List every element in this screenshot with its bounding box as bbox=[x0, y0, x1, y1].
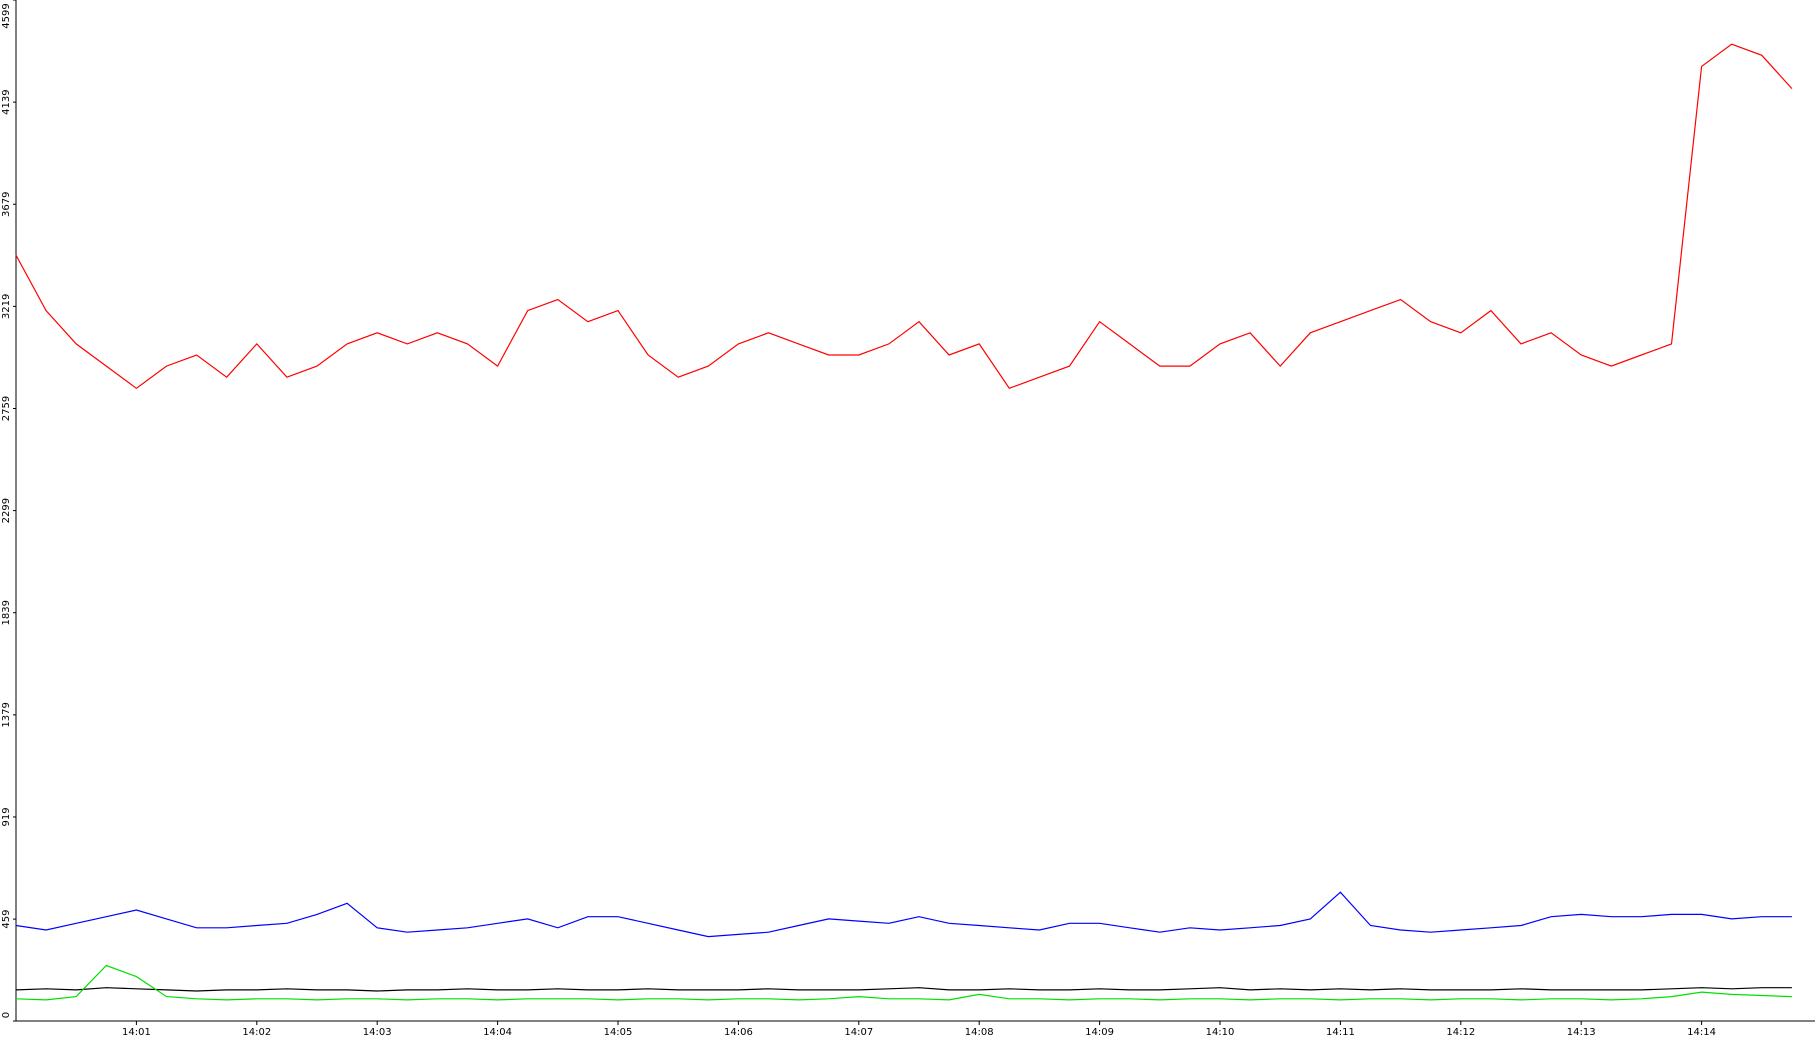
y-tick-label: 3219 bbox=[1, 294, 12, 319]
series-line bbox=[15, 964, 1792, 1001]
x-tick-label: 14:05 bbox=[604, 1027, 633, 1038]
x-tick-label: 14:01 bbox=[122, 1027, 151, 1038]
series-line bbox=[15, 43, 1793, 390]
series-line bbox=[15, 987, 1792, 992]
x-tick-label: 14:12 bbox=[1446, 1027, 1475, 1038]
y-tick-label: 459 bbox=[1, 910, 12, 929]
series-line bbox=[15, 891, 1792, 938]
x-tick-label: 14:03 bbox=[363, 1027, 392, 1038]
y-tick-label: 919 bbox=[1, 807, 12, 826]
y-tick-label: 1379 bbox=[1, 702, 12, 727]
y-tick-label: 3679 bbox=[1, 192, 12, 217]
y-tick-label: 4139 bbox=[1, 89, 12, 114]
x-tick-label: 14:11 bbox=[1326, 1027, 1355, 1038]
x-tick-label: 14:13 bbox=[1567, 1027, 1596, 1038]
y-tick-label: 2299 bbox=[1, 498, 12, 523]
x-tick-label: 14:09 bbox=[1085, 1027, 1114, 1038]
y-tick-label: 1839 bbox=[1, 600, 12, 625]
y-tick-label: 0 bbox=[1, 1012, 12, 1018]
x-tick-label: 14:14 bbox=[1687, 1027, 1716, 1038]
x-tick-label: 14:02 bbox=[242, 1027, 271, 1038]
x-tick-label: 14:10 bbox=[1206, 1027, 1235, 1038]
x-tick-label: 14:04 bbox=[483, 1027, 512, 1038]
x-tick-label: 14:07 bbox=[844, 1027, 873, 1038]
y-tick-label: 4599 bbox=[1, 3, 12, 28]
y-tick-label: 2759 bbox=[1, 396, 12, 421]
x-tick-label: 14:08 bbox=[965, 1027, 994, 1038]
x-tick-label: 14:06 bbox=[724, 1027, 753, 1038]
